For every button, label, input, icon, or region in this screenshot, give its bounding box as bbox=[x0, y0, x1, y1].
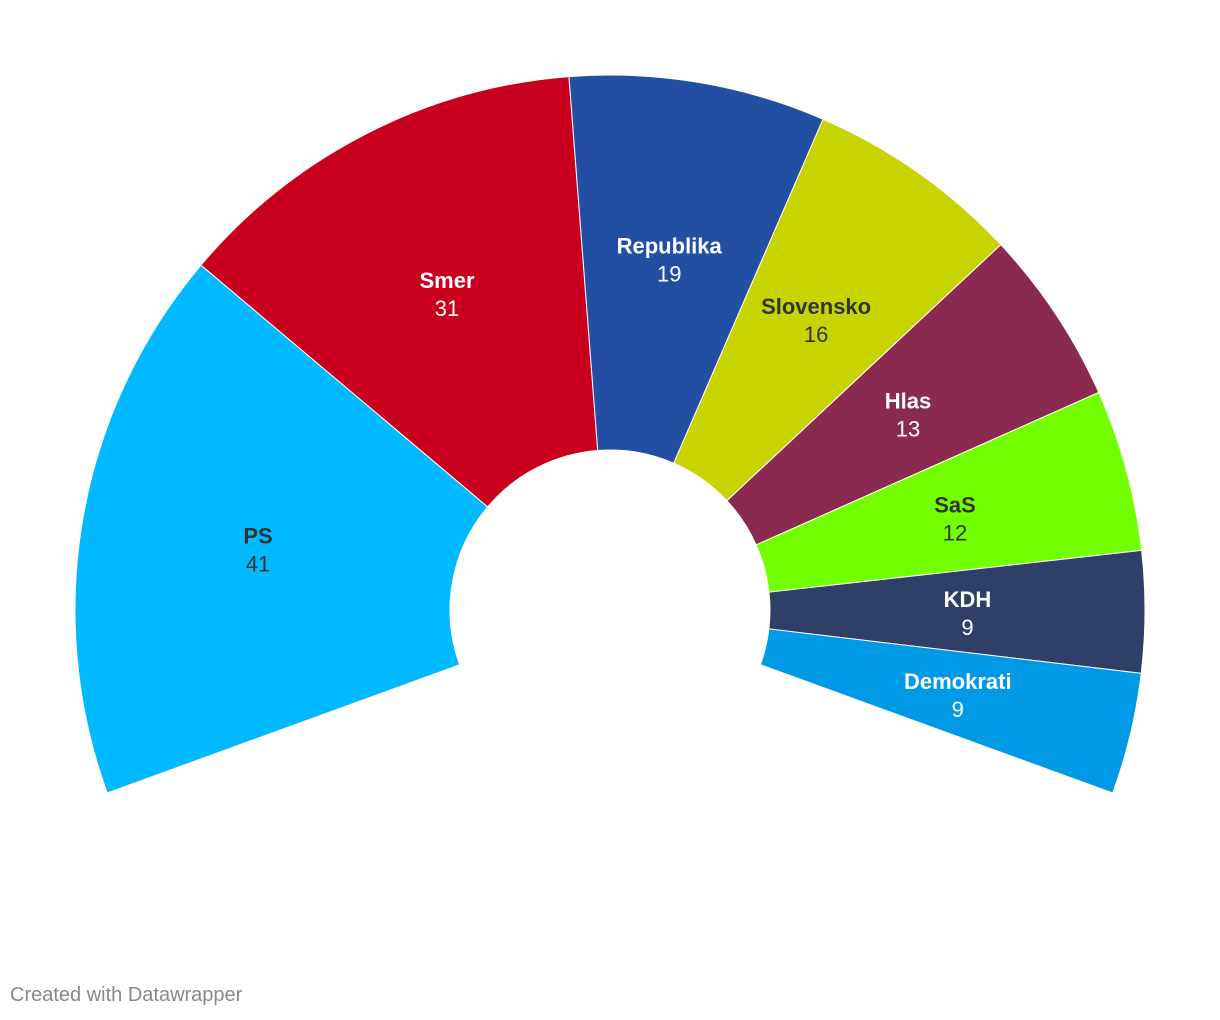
chart-labels: PS 41 Smer 31 Republika 19 Slovensko 16 Hlas 13 Sa… bbox=[243, 233, 1011, 721]
label-slovensko: Slovensko bbox=[761, 294, 871, 319]
segment-ps bbox=[74, 264, 489, 794]
label-demokrati: Demokrati bbox=[904, 669, 1012, 694]
value-republika: 19 bbox=[657, 261, 681, 286]
segment-republika bbox=[568, 74, 824, 464]
label-smer: Smer bbox=[419, 268, 474, 293]
label-hlas: Hlas bbox=[885, 389, 931, 414]
segment-slovensko bbox=[673, 118, 1002, 502]
chart-segments bbox=[74, 74, 1146, 794]
value-demokrati: 9 bbox=[952, 697, 964, 722]
label-republika: Republika bbox=[617, 233, 723, 258]
label-kdh: KDH bbox=[944, 587, 992, 612]
value-ps: 41 bbox=[246, 552, 270, 577]
value-hlas: 13 bbox=[896, 417, 920, 442]
value-smer: 31 bbox=[435, 296, 459, 321]
segment-smer bbox=[200, 76, 599, 508]
label-sas: SaS bbox=[934, 492, 976, 517]
value-slovensko: 16 bbox=[804, 322, 828, 347]
label-ps: PS bbox=[243, 524, 272, 549]
value-sas: 12 bbox=[943, 520, 967, 545]
footer-credit: Created with Datawrapper bbox=[10, 984, 243, 1006]
value-kdh: 9 bbox=[961, 615, 973, 640]
segment-demokrati bbox=[759, 628, 1142, 794]
